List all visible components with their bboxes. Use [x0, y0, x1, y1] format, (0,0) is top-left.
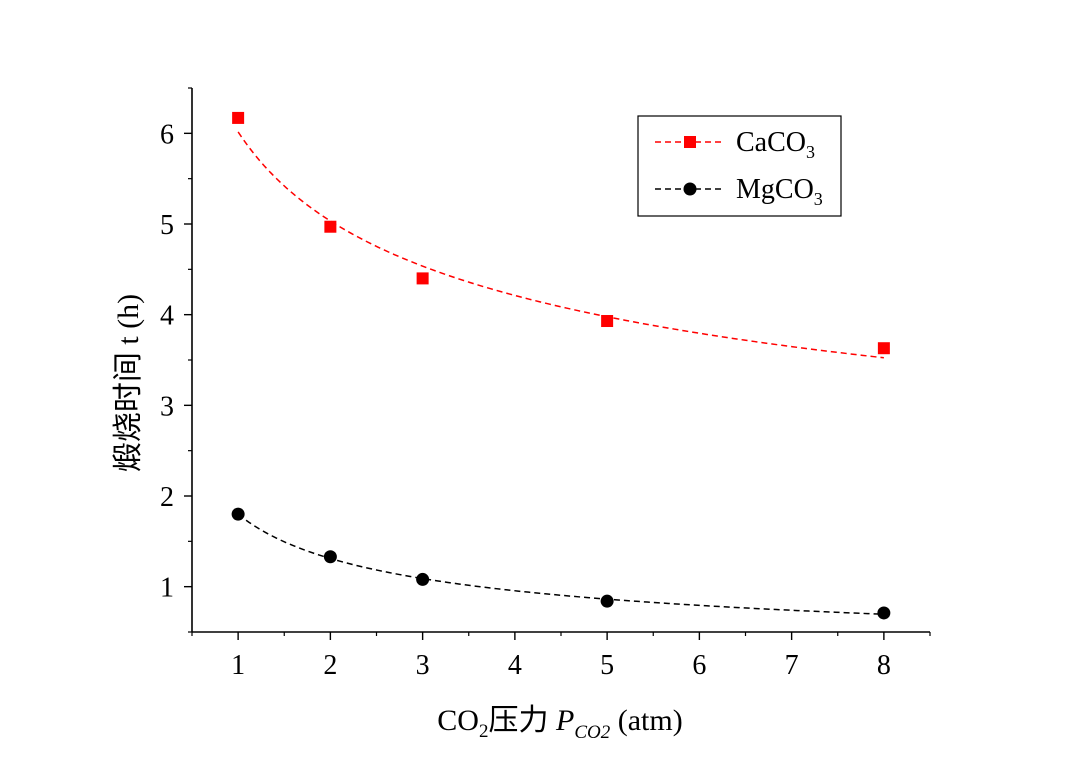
- data-point-square: [324, 220, 337, 233]
- data-point-square: [416, 272, 429, 285]
- x-axis-title-prefix-sub: 2: [479, 721, 489, 742]
- fit-curve-caco: [237, 131, 884, 359]
- legend-label-mgco3-name: MgCO: [736, 174, 814, 205]
- legend-label-mgco3-sub: 3: [814, 189, 823, 209]
- x-tick-label: 4: [508, 650, 522, 681]
- x-axis-title-text: 压力: [488, 704, 556, 737]
- data-point-square: [232, 111, 245, 124]
- data-point-circle: [877, 606, 891, 620]
- x-axis-title: CO2压力 PCO2 (atm): [437, 704, 682, 743]
- y-axis-title: 煅烧时间 t (h): [112, 294, 145, 472]
- legend-label-mgco3: MgCO3: [736, 174, 823, 209]
- legend-box: [637, 115, 842, 217]
- fit-curve-mgco: [237, 513, 884, 615]
- legend: CaCO3 MgCO3: [637, 115, 842, 217]
- y-tick-label: 6: [160, 119, 174, 150]
- x-axis-title-suffix: (atm): [610, 704, 682, 737]
- x-tick-label: 3: [416, 650, 430, 681]
- x-axis-title-prefix: CO: [437, 704, 479, 737]
- x-axis-title-symbol: P: [555, 704, 574, 737]
- tick-labels: 1 2 3 4 5 6 7 8 1 2 3 4 5 6: [160, 119, 891, 681]
- data-markers: [231, 111, 891, 620]
- data-point-circle: [323, 550, 337, 564]
- fit-curves: [237, 131, 884, 615]
- legend-label-caco3: CaCO3: [736, 127, 815, 162]
- x-tick-label: 7: [785, 650, 799, 681]
- data-point-circle: [600, 594, 614, 608]
- data-point-square: [601, 315, 614, 328]
- legend-label-caco3-sub: 3: [806, 142, 815, 162]
- data-point-circle: [416, 572, 430, 586]
- x-tick-label: 5: [600, 650, 614, 681]
- data-point-square: [877, 342, 890, 355]
- data-point-circle: [231, 507, 245, 521]
- x-tick-label: 2: [323, 650, 337, 681]
- legend-marker-mgco3: [683, 182, 697, 196]
- y-tick-label: 1: [160, 573, 174, 604]
- x-tick-label: 1: [231, 650, 245, 681]
- x-tick-label: 6: [692, 650, 706, 681]
- x-axis-title-symbol-sub: CO2: [574, 722, 610, 743]
- x-tick-label: 8: [877, 650, 891, 681]
- legend-label-caco3-name: CaCO: [736, 127, 806, 158]
- y-tick-label: 2: [160, 482, 174, 513]
- y-tick-label: 5: [160, 210, 174, 241]
- y-tick-label: 3: [160, 391, 174, 422]
- axes: [184, 87, 931, 640]
- legend-marker-caco3: [684, 136, 696, 148]
- y-tick-label: 4: [160, 301, 174, 332]
